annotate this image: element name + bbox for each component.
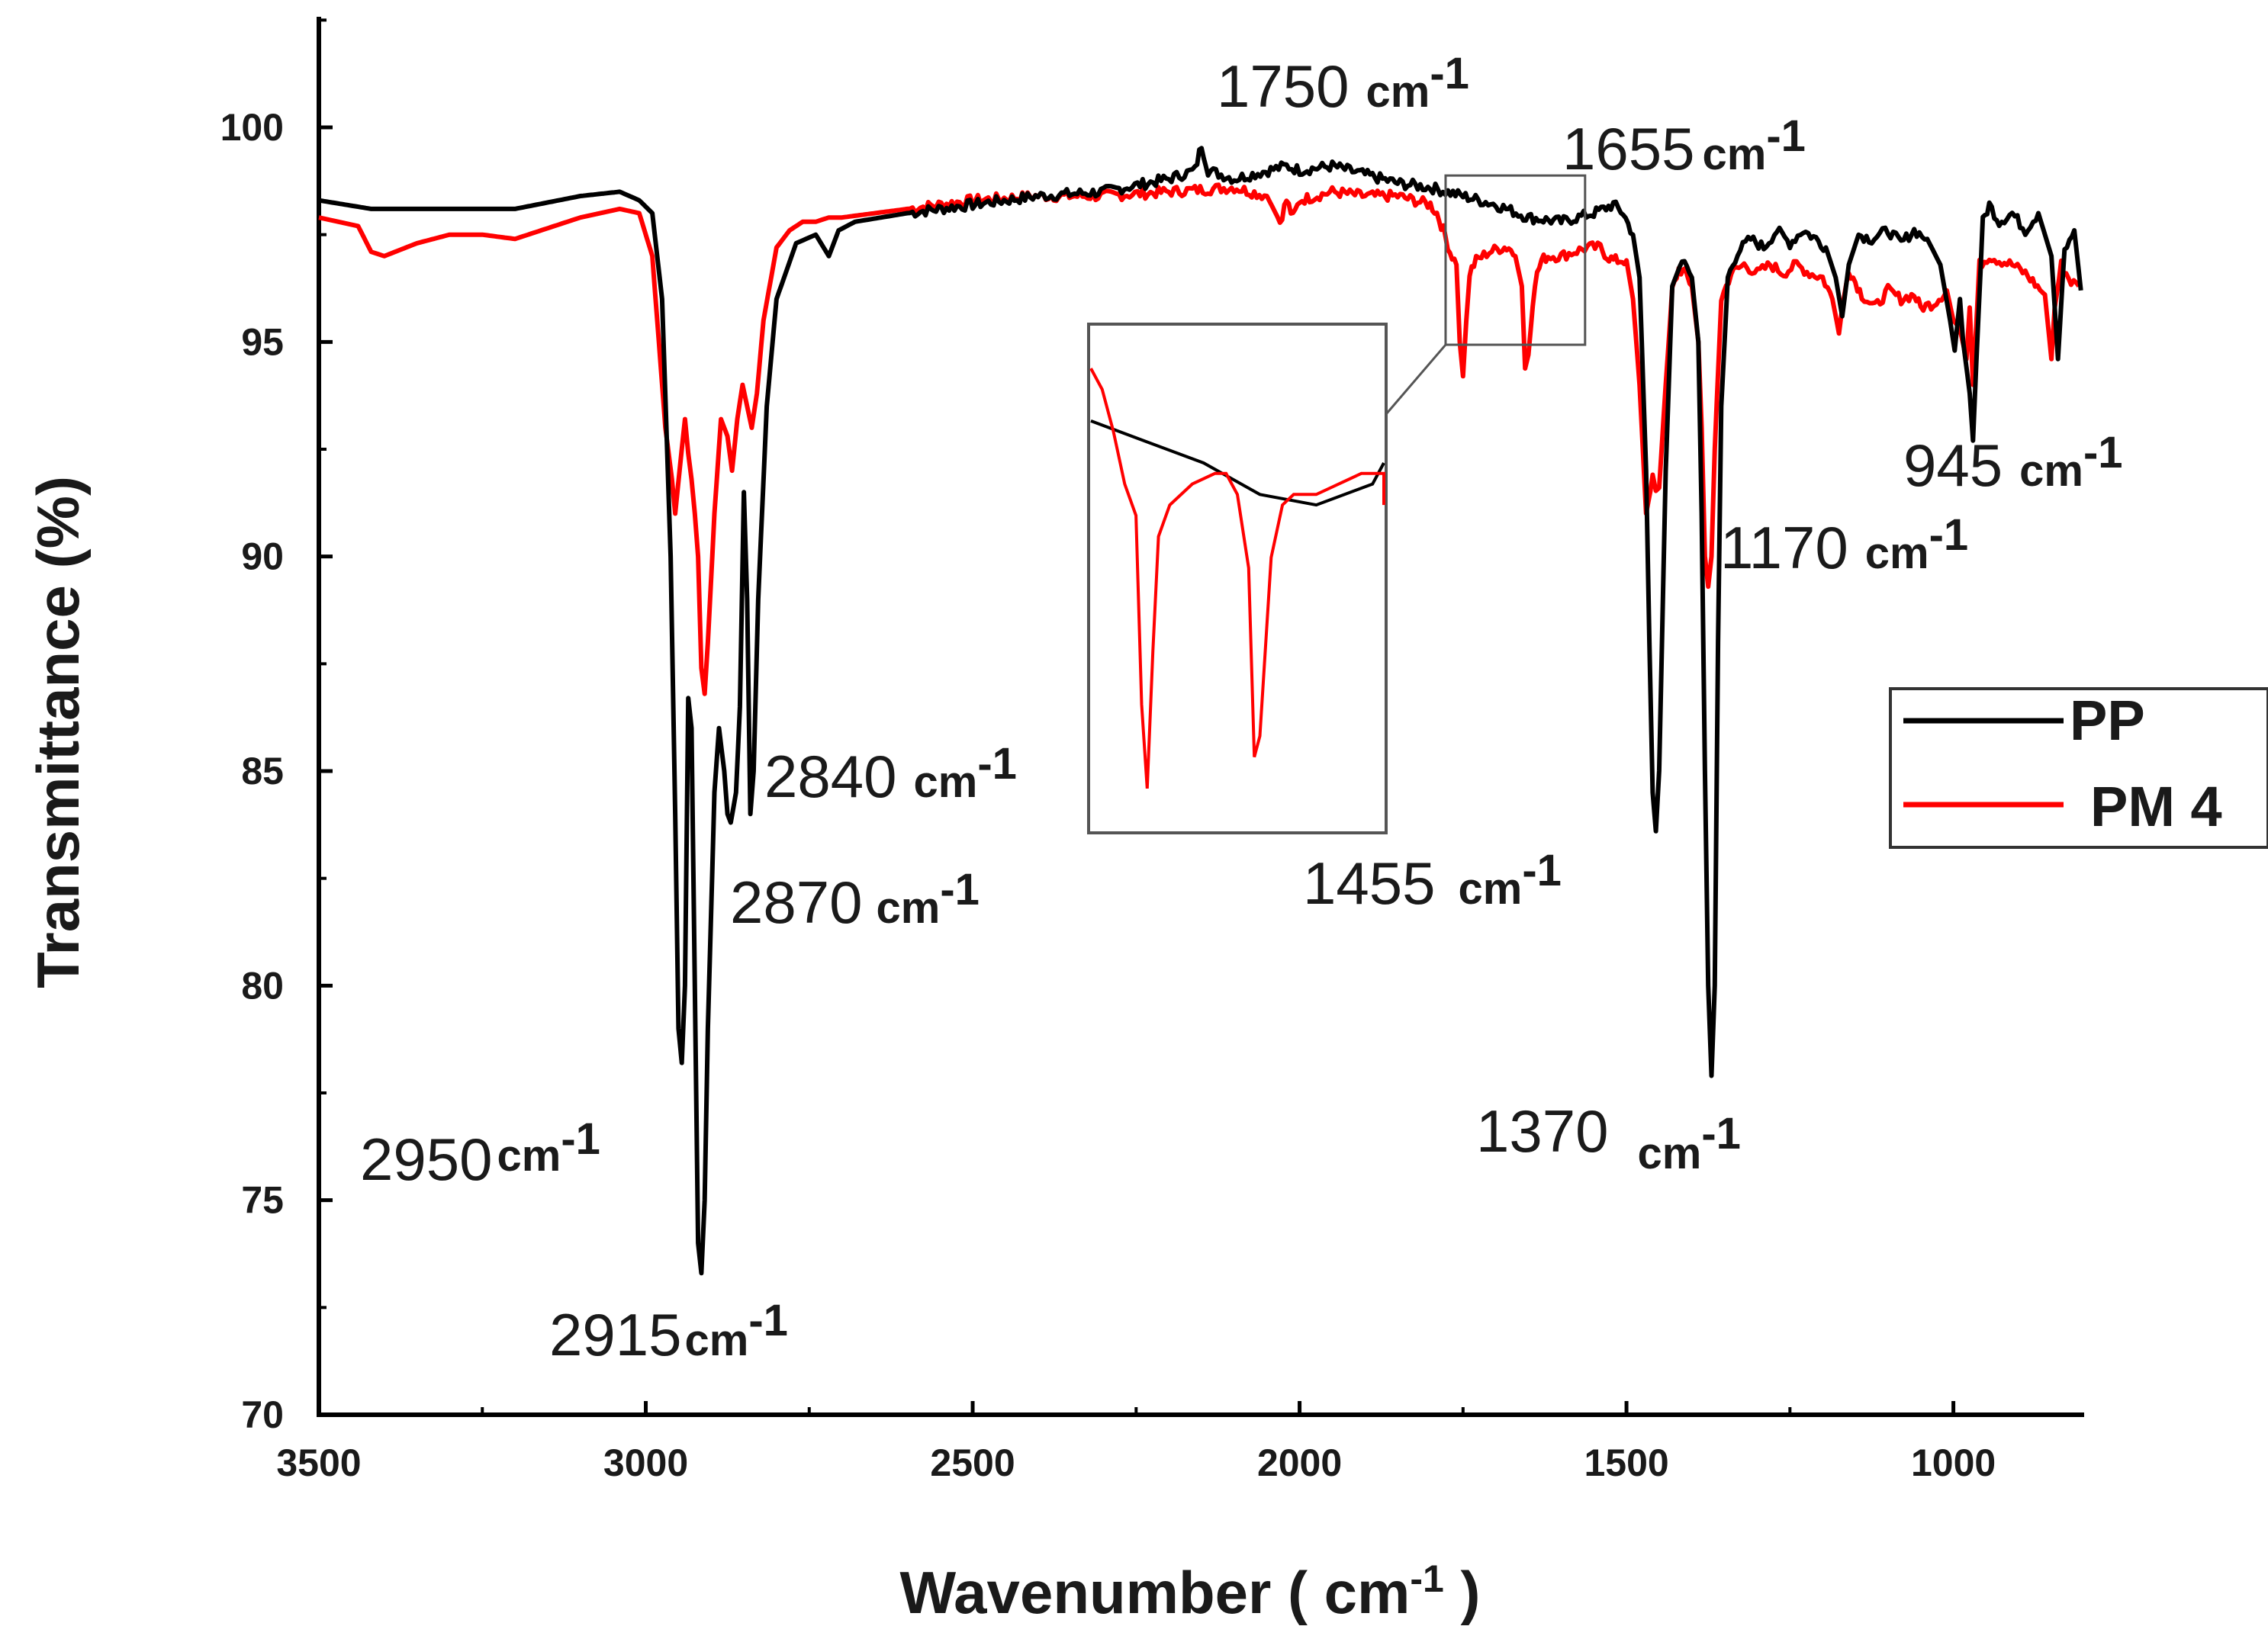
inset-line-pm4 (1089, 368, 1385, 789)
zoom-connector-line (1385, 344, 1447, 415)
legend: PP PM 4 (1889, 687, 2268, 849)
x-tick-label: 2000 (1257, 1441, 1342, 1484)
annotation-1655: 1655 cm-1 (1562, 111, 1806, 182)
x-tick-label: 3000 (603, 1441, 688, 1484)
annotation-2840: 2840 cm-1 (764, 739, 1017, 810)
annotation-1170: 1170 cm-1 (1720, 510, 1968, 581)
annotation-2870: 2870 cm-1 (730, 865, 980, 936)
legend-label-pm4: PM 4 (2090, 775, 2222, 838)
annotation-1750: 1750 cm-1 (1217, 49, 1469, 120)
annotation-2915: 2915cm-1 (549, 1296, 788, 1368)
x-tick-label: 1000 (1911, 1441, 1996, 1484)
annotation-1370: 1370 cm-1 (1476, 1097, 1741, 1178)
y-axis-title: Transmittance (%) (24, 476, 92, 988)
x-tick-label: 3500 (276, 1441, 361, 1484)
y-tick-label: 70 (241, 1393, 284, 1436)
annotation-1455: 1455 cm-1 (1303, 846, 1562, 917)
annotation-945: 945 cm-1 (1903, 428, 2123, 499)
zoom-region-box (1444, 174, 1587, 346)
x-tick-label: 1500 (1584, 1441, 1668, 1484)
legend-box (1889, 687, 2268, 849)
y-tick-label: 95 (241, 320, 284, 363)
peak-annotations: 1750 cm-1 1655 cm-1 945 cm-1 1170 cm-1 2840 c… (360, 49, 2123, 1368)
inset-line-pp (1090, 419, 1385, 507)
inset-frame (1087, 323, 1388, 834)
y-tick-label: 100 (220, 106, 284, 149)
inset-series (1089, 368, 1385, 789)
y-tick-label: 90 (241, 535, 284, 578)
plot-area: 70 75 80 85 90 95 100 3500 3000 2500 2000 1500 1000 (220, 17, 2084, 1484)
series-group (318, 146, 2083, 1276)
x-ticks: 3500 3000 2500 2000 1500 1000 (276, 1401, 1996, 1484)
annotation-2950: 2950 cm-1 (360, 1114, 600, 1193)
x-axis-title: Wavenumber ( cm-1 ) (899, 1557, 1480, 1626)
y-tick-label: 75 (241, 1179, 284, 1222)
series-line-pp (318, 146, 2083, 1276)
x-tick-label: 2500 (930, 1441, 1015, 1484)
series-line-pm4 (318, 182, 2081, 696)
legend-label-pp: PP (2070, 689, 2145, 752)
inset-panel (1087, 323, 1388, 834)
y-tick-label: 80 (241, 964, 284, 1007)
y-tick-label: 85 (241, 750, 284, 792)
y-ticks: 70 75 80 85 90 95 100 (220, 18, 333, 1436)
